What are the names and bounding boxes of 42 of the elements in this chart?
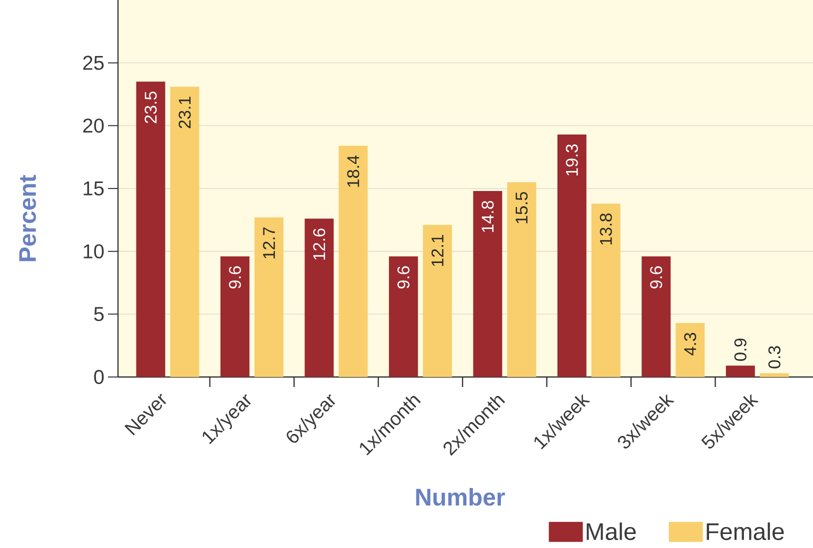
bar [726,366,755,377]
bar [220,256,250,377]
bar [473,191,502,377]
data-label: 15.5 [516,192,528,224]
bar [136,82,166,377]
data-label: 12.1 [431,234,444,266]
legend-label: Female [706,522,784,540]
x-axis-title: Number [416,488,505,506]
data-label: 9.6 [228,266,241,288]
bar [304,218,334,377]
data-label: 9.6 [397,266,410,288]
y-tick-label: 25 [83,56,104,70]
y-tick-label: 15 [84,182,104,196]
y-tick-label: 20 [83,118,104,133]
bar [676,322,705,377]
y-tick-label: 0 [94,370,104,384]
data-label: 13.8 [600,214,612,245]
data-label: 12.7 [263,227,275,258]
data-label: 19.3 [566,144,578,176]
bar [557,134,586,377]
y-tick-label: 10 [84,244,104,258]
data-label: 9.6 [650,266,662,288]
bar [338,146,368,377]
bar [642,256,671,377]
data-label: 12.6 [313,228,326,260]
data-label: 0.9 [734,338,746,361]
bar [388,256,418,377]
bar [170,86,200,377]
data-label: 4.3 [684,332,696,356]
data-label: 23.5 [144,92,157,124]
data-label: 0.3 [768,346,780,368]
bar [760,373,789,377]
data-label: 18.4 [347,155,360,187]
data-label: 23.1 [178,96,191,128]
data-label: 14.8 [482,200,494,232]
bar [254,217,284,377]
legend-label: Male [586,522,636,540]
y-axis-title: Percent [19,174,36,262]
bar [507,182,536,377]
y-tick-label: 5 [94,307,104,322]
bar [422,224,452,377]
bar [591,204,620,377]
